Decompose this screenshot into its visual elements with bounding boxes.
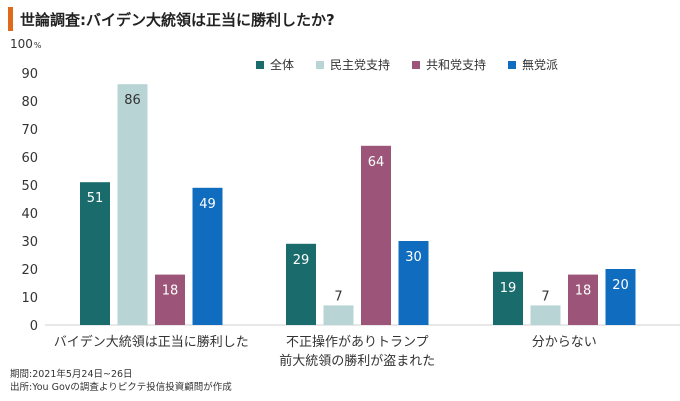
y-tick-label: 80 [21,95,38,110]
source-note: 出所:You Govの調査よりピクテ投信投資顧問が作成 [10,382,232,393]
category-label: バイデン大統領は正当に勝利した [54,334,249,350]
data-label: 49 [199,197,216,212]
legend-item-independent: 無党派 [508,56,558,73]
survey-period-note: 期間:2021年5月24日~26日 [10,369,133,380]
legend-swatch-overall [256,60,264,69]
legend-label-independent: 無党派 [522,58,559,72]
legend-swatch-independent [508,60,517,69]
y-tick-label: 90 [21,67,38,82]
bar [323,305,354,325]
chart-title: 世論調査:バイデン大統領は正当に勝利したか? [20,11,335,29]
y-axis-unit-label: 100% [10,37,42,51]
y-tick-label: 10 [21,291,38,306]
data-label: 29 [293,253,310,268]
y-tick-label: 40 [21,207,38,222]
category-label: 分からない [532,335,597,350]
data-label: 51 [87,191,104,206]
bar [605,269,636,325]
bar [192,187,223,325]
data-label: 19 [500,281,517,296]
y-axis-unit-value: 100 [10,37,33,51]
bar [398,241,429,325]
data-label: 18 [162,284,179,299]
legend-label-democrat: 民主党支持 [330,58,391,72]
y-axis-unit-symbol: % [33,41,42,50]
y-tick-label: 20 [21,263,38,278]
bar [117,84,148,325]
legend-item-republican: 共和党支持 [412,56,486,73]
data-label: 18 [575,284,592,299]
bar [568,274,598,325]
legend-item-overall: 全体 [256,56,294,73]
y-tick-label: 0 [30,319,38,334]
title-accent-bar [8,7,13,31]
legend-swatch-republican [412,60,421,69]
bar [80,182,110,325]
bar [155,274,185,325]
data-label: 7 [334,289,342,304]
y-tick-label: 70 [21,123,38,138]
data-label: 20 [612,278,629,293]
data-label: 86 [124,93,141,108]
y-tick-label: 50 [21,179,38,194]
chart-legend: 全体 民主党支持 共和党支持 無党派 [256,56,558,73]
data-label: 30 [405,250,422,265]
chart-notes: 期間:2021年5月24日~26日 出所:You Govの調査よりピクテ投信投資… [10,368,232,394]
legend-swatch-democrat [316,60,325,69]
legend-item-democrat: 民主党支持 [316,56,390,73]
data-label: 64 [368,155,385,170]
y-tick-label: 60 [21,151,38,166]
bar [286,243,316,325]
y-tick-label: 30 [21,235,38,250]
category-label: 不正操作がありトランプ [286,334,429,350]
category-label: 前大統領の勝利が盗まれた [279,353,435,369]
legend-label-overall: 全体 [270,58,295,72]
data-label: 7 [541,289,549,304]
legend-label-republican: 共和党支持 [426,58,487,72]
bar [361,145,391,325]
bar [493,271,523,325]
bar [530,305,561,325]
